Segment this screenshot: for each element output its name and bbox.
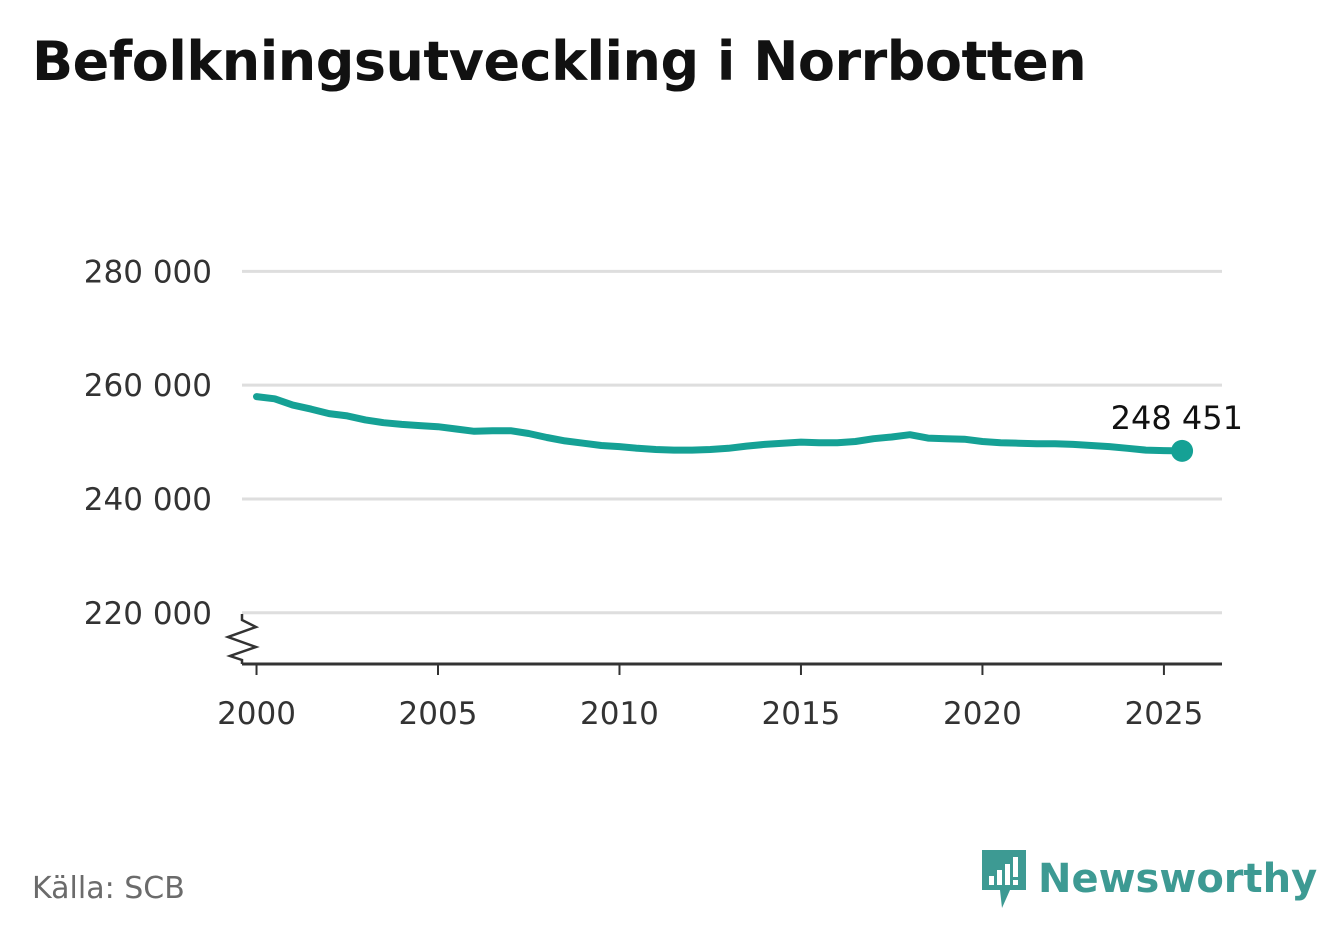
axis-break-zigzag xyxy=(224,614,260,664)
bar-chart-speech-bubble-icon xyxy=(982,850,1026,908)
y-axis-tick-labels: 220 000 240 000 260 000 280 000 xyxy=(84,254,212,631)
source-note: Källa: SCB xyxy=(32,871,185,906)
y-tick-label: 220 000 xyxy=(84,596,212,632)
axis-break-icon xyxy=(224,614,260,664)
y-tick-label: 240 000 xyxy=(84,482,212,518)
x-axis-tick-labels: 2000 2005 2010 2015 2020 2025 xyxy=(217,696,1203,732)
x-tick-label: 2010 xyxy=(580,696,659,732)
x-tick-label: 2015 xyxy=(762,696,841,732)
end-value-label: 248 451 xyxy=(1111,399,1243,437)
newsworthy-logo: Newsworthy xyxy=(980,848,1317,910)
y-tick-label: 260 000 xyxy=(84,368,212,404)
series-layer xyxy=(253,393,1194,462)
end-value-label-layer: 248 451 xyxy=(1111,399,1243,437)
series-end-point xyxy=(1171,439,1194,462)
x-tick-label: 2005 xyxy=(399,696,478,732)
series-line xyxy=(253,393,1186,455)
x-tick-label: 2020 xyxy=(943,696,1022,732)
x-tick-label: 2000 xyxy=(217,696,296,732)
grid-lines xyxy=(242,269,1222,615)
chart-title: Befolkningsutveckling i Norrbotten xyxy=(32,30,1087,93)
x-tick-label: 2025 xyxy=(1124,696,1203,732)
y-tick-label: 280 000 xyxy=(84,254,212,290)
brand-name: Newsworthy xyxy=(1038,856,1318,902)
x-axis xyxy=(242,662,1222,675)
